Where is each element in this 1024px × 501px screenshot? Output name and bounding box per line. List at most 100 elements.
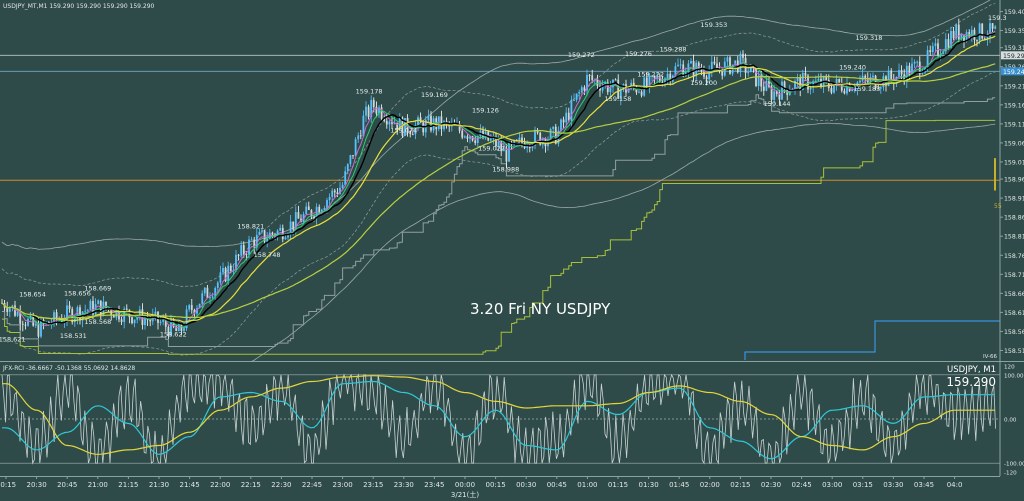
candle-body [333,190,336,193]
candle-body [913,61,916,64]
time-tick-label: 01:30 [639,481,659,489]
candle-body [362,115,365,137]
price-annotation: 159.288 [660,46,687,54]
time-tick-label: 21:00 [88,481,108,489]
price-annotation: 158.531 [60,332,87,340]
candle-body [742,53,744,58]
candle-body [336,192,339,194]
candle-body [341,184,344,188]
price-annotation: 158.669 [84,285,111,293]
candle-body [632,82,635,87]
candle-body [739,53,742,73]
time-tick-label: 21:45 [180,481,200,489]
candle-body [175,326,178,332]
candle-body [380,107,383,119]
candle-body [929,50,932,53]
candle-body [864,75,867,79]
step-line-green [2,119,996,355]
candle-body [201,293,204,304]
right-edge-value: 55 [994,203,1002,210]
candle-body [991,23,994,29]
price-annotation: 158.988 [492,165,519,173]
price-annotation: 158.568 [84,318,111,326]
candle-body [591,75,594,80]
candle-body [188,305,191,310]
candle-body [214,287,217,297]
candle-body [170,319,172,336]
candle-body [960,34,963,40]
candle-body [302,214,305,222]
candle-body [778,93,781,100]
price-annotation: 159.126 [472,106,499,114]
candle-body [19,311,22,324]
candle-body [957,24,960,40]
candle-body [617,79,620,99]
candle-body [40,320,42,337]
candle-body [664,78,666,85]
candle-body [838,78,841,84]
candle-body [203,287,206,294]
candle-body [734,60,737,65]
candle-body [419,117,422,123]
time-tick-label: 02:45 [792,481,812,489]
price-annotation: 158.654 [19,290,46,298]
price-annotation: 159.169 [421,91,448,99]
candle-body [705,76,708,80]
candle-body [804,72,807,76]
candle-body [198,303,201,308]
time-tick-label: 02:15 [730,481,750,489]
candle-body [417,117,419,126]
candle-body [193,309,196,314]
candle-body [765,80,768,91]
time-tick-label: 22:45 [302,481,322,489]
candle-body [911,63,913,76]
candle-body [757,75,760,87]
candle-body [8,307,11,312]
candle-body [466,136,469,139]
candle-body [24,324,27,326]
candle-body [773,91,776,100]
candle-body [921,72,924,75]
candle-body [549,128,552,140]
candle-body [164,319,167,327]
candle-body [297,212,300,219]
candle-body [84,310,87,312]
candle-body [874,75,877,89]
ma-black [1,32,996,326]
candle-body [34,323,37,326]
candle-body [144,318,146,326]
rci-indicator-chart[interactable]: JFX-RCI -36.6667 -50.1368 55.0692 14.862… [0,362,1024,476]
time-tick-label: 03:00 [822,481,842,489]
candle-body [287,234,289,238]
candle-body [365,106,367,116]
candle-body [469,136,471,139]
candle-body [963,34,965,42]
candle-body [934,43,937,47]
candle-body [794,81,796,90]
candle-body [375,106,378,114]
candle-body [947,39,950,48]
candle-body [162,319,165,322]
candle-body [185,309,188,329]
candle-body [92,300,94,315]
candle-body [474,140,477,144]
candle-body [37,323,40,337]
candle-body [500,141,503,152]
candle-body [872,75,874,78]
candle-body [14,305,16,316]
candle-body [879,87,882,89]
candle-body [261,230,263,232]
candle-body [6,307,9,312]
candle-body [588,74,591,76]
candle-body [648,75,651,87]
candle-body [138,309,141,318]
current-price-label: 159.290 [1003,53,1024,60]
price-annotation: 159.158 [605,95,632,103]
candle-body [105,301,107,309]
bollinger-upper [1,0,991,250]
candle-body [154,311,157,315]
price-tick-label: 158.515 [1004,348,1024,355]
candle-body [534,130,536,146]
